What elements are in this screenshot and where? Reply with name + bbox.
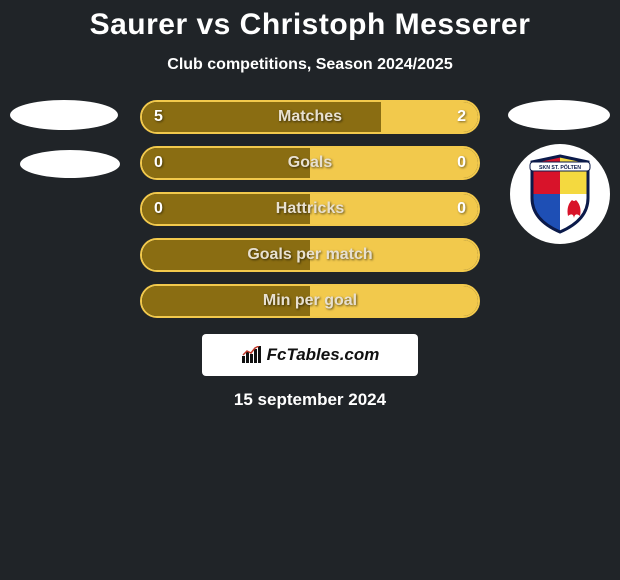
stat-row: 0 0 Hattricks bbox=[0, 192, 620, 226]
infographic-container: Saurer vs Christoph Messerer Club compet… bbox=[0, 0, 620, 410]
stat-row: 5 2 Matches bbox=[0, 100, 620, 134]
stat-value-right: 0 bbox=[457, 200, 466, 218]
page-title: Saurer vs Christoph Messerer bbox=[0, 8, 620, 42]
barchart-icon bbox=[241, 346, 263, 364]
stat-bar: Goals per match bbox=[140, 238, 480, 272]
stat-row: 0 0 Goals bbox=[0, 146, 620, 180]
stat-bar: Min per goal bbox=[140, 284, 480, 318]
stat-bar-left: 5 bbox=[142, 102, 381, 132]
stat-value-right: 2 bbox=[457, 108, 466, 126]
stat-label: Min per goal bbox=[263, 292, 357, 310]
stat-label: Matches bbox=[278, 108, 342, 126]
stat-bar: 5 2 Matches bbox=[140, 100, 480, 134]
stat-bar-left: 0 bbox=[142, 148, 310, 178]
stat-bar: 0 0 Goals bbox=[140, 146, 480, 180]
stat-value-left: 0 bbox=[154, 154, 163, 172]
stat-value-left: 0 bbox=[154, 200, 163, 218]
stat-row: Min per goal bbox=[0, 284, 620, 318]
stat-bar-right: 2 bbox=[381, 102, 478, 132]
stat-label: Goals per match bbox=[247, 246, 372, 264]
stat-rows: 5 2 Matches 0 0 Goals 0 0 Hattricks Goals per mat… bbox=[0, 100, 620, 318]
stats-area: SKN ST. PÖLTEN 52Matches00Goals00Hattric… bbox=[0, 100, 620, 318]
date-text: 15 september 2024 bbox=[0, 390, 620, 410]
stat-label: Hattricks bbox=[276, 200, 344, 218]
stat-value-right: 0 bbox=[457, 154, 466, 172]
stat-value-left: 5 bbox=[154, 108, 163, 126]
stat-bar: 0 0 Hattricks bbox=[140, 192, 480, 226]
stat-label: Goals bbox=[288, 154, 332, 172]
stat-row: Goals per match bbox=[0, 238, 620, 272]
subtitle: Club competitions, Season 2024/2025 bbox=[0, 56, 620, 74]
site-banner: FcTables.com bbox=[202, 334, 418, 376]
stat-bar-right: 0 bbox=[310, 148, 478, 178]
banner-text: FcTables.com bbox=[267, 345, 380, 365]
